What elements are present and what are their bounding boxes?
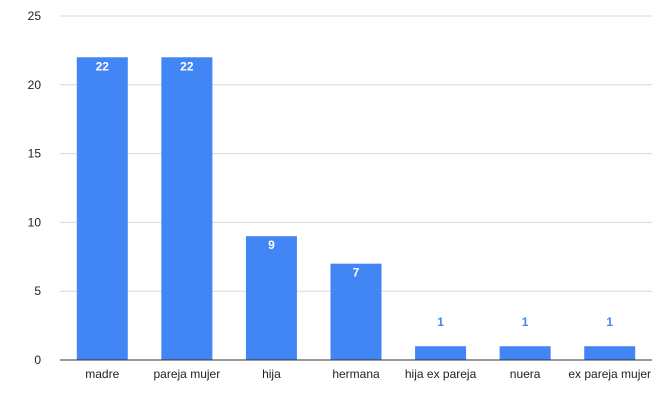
bar bbox=[245, 236, 297, 360]
y-tick-label: 25 bbox=[28, 9, 42, 23]
bar bbox=[76, 57, 128, 360]
data-label: 1 bbox=[437, 315, 444, 329]
data-label: 9 bbox=[268, 238, 275, 252]
y-tick-label: 15 bbox=[28, 147, 42, 161]
x-tick-label: hermana bbox=[332, 367, 380, 381]
bar bbox=[499, 346, 551, 360]
x-tick-label: hija ex pareja bbox=[405, 367, 477, 381]
x-tick-label: nuera bbox=[510, 367, 541, 381]
grid-lines bbox=[60, 15, 652, 292]
x-tick-label: hija bbox=[262, 367, 281, 381]
x-tick-label: madre bbox=[85, 367, 119, 381]
data-labels: 22 22 9 7 1 1 1 bbox=[96, 59, 614, 329]
data-label: 22 bbox=[96, 59, 110, 73]
bar bbox=[161, 57, 213, 360]
bar bbox=[584, 346, 636, 360]
bars bbox=[76, 57, 636, 360]
bar bbox=[415, 346, 467, 360]
bar bbox=[330, 263, 382, 360]
y-tick-label: 0 bbox=[34, 353, 41, 367]
y-axis-ticks: 0 5 10 15 20 25 bbox=[28, 9, 42, 367]
x-tick-label: pareja mujer bbox=[154, 367, 221, 381]
y-tick-label: 10 bbox=[28, 215, 42, 229]
y-tick-label: 20 bbox=[28, 78, 42, 92]
x-axis-ticks: madre pareja mujer hija hermana hija ex pare… bbox=[85, 367, 651, 381]
x-tick-label: ex pareja mujer bbox=[568, 367, 651, 381]
data-label: 7 bbox=[353, 266, 360, 280]
data-label: 22 bbox=[180, 59, 194, 73]
data-label: 1 bbox=[606, 315, 613, 329]
data-label: 1 bbox=[522, 315, 529, 329]
y-tick-label: 5 bbox=[34, 284, 41, 298]
